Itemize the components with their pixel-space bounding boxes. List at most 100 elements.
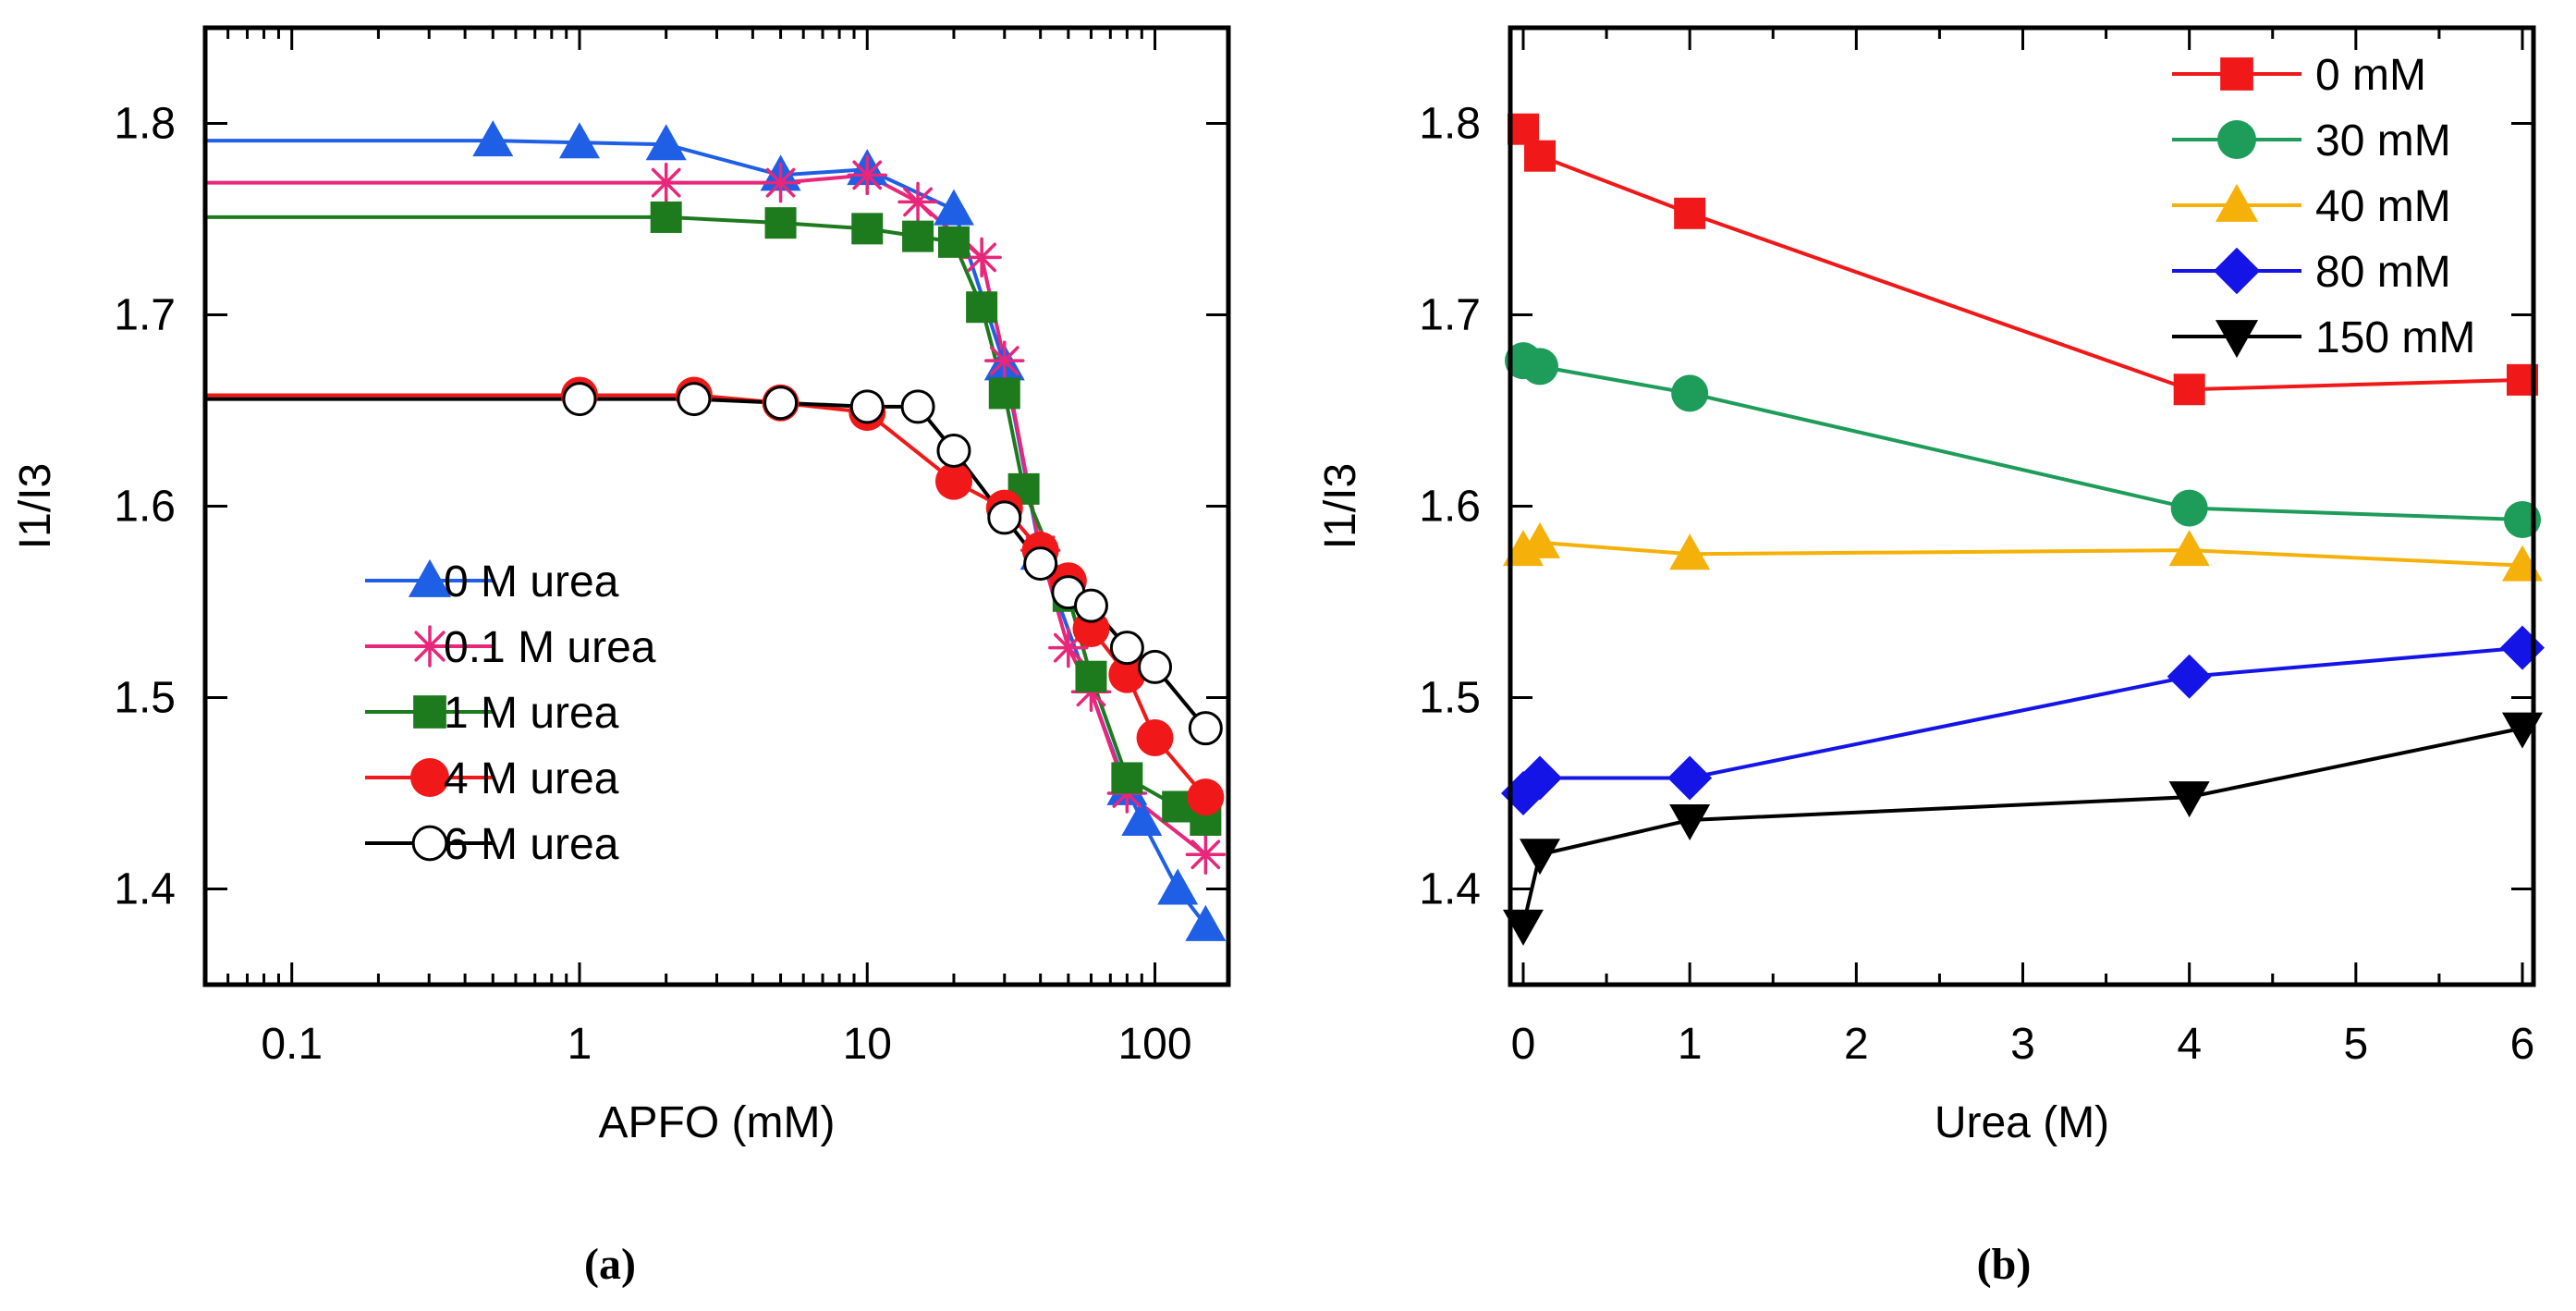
legend-marker-6-m-urea [411, 825, 448, 862]
panel-b-chart: 1.4 1.5 1.6 1.7 1.8 0 1 2 3 4 5 6 Urea (M) I1/I3 0 mM 3… [1316, 25, 2545, 1147]
legend-marker-30-mm [2217, 120, 2256, 159]
data-point-0-m-urea [645, 124, 687, 161]
legend-label-0-m-urea: 0 M urea [444, 557, 619, 606]
y-tick-label: 1.4 [114, 865, 176, 914]
legend-marker-4-m-urea [410, 758, 449, 797]
data-point-6-m-urea [849, 389, 885, 424]
y-tick-label: 1.8 [114, 100, 176, 149]
data-point-6-m-urea [1109, 631, 1144, 666]
x-tick-label: 4 [2177, 1020, 2202, 1069]
data-point-6-m-urea [936, 433, 971, 468]
data-point-6-m-urea [900, 389, 935, 424]
legend-label-150-mm: 150 mM [2315, 313, 2475, 362]
panel-a-chart: 1.4 1.5 1.6 1.7 1.8 0.1 1 10 100 APFO (mM) I1/I3 0 … [11, 25, 1231, 1147]
legend-marker-0-mm [2220, 57, 2253, 91]
y-tick-label: 1.7 [114, 291, 176, 340]
data-point-6-m-urea [763, 386, 799, 421]
legend-label-30-mm: 30 mM [2315, 116, 2451, 165]
caption-a: (a) [584, 1240, 636, 1289]
data-point-40-mm [1669, 533, 1711, 570]
data-point-6-m-urea [1188, 711, 1223, 746]
data-point-4-m-urea [1136, 718, 1174, 756]
data-point-1-m-urea [902, 220, 934, 252]
legend-marker-0-1-m-urea [409, 625, 451, 668]
data-point-4-m-urea [1187, 778, 1225, 816]
data-point-0-1-m-urea [847, 154, 888, 196]
x-tick-label: 0 [1511, 1020, 1536, 1069]
data-point-80-mm [2500, 625, 2545, 670]
y-tick-label: 1.6 [1419, 483, 1481, 532]
data-point-0-1-m-urea-stroke [651, 167, 681, 198]
y-tick-label: 1.6 [114, 483, 176, 532]
data-point-30-mm [1521, 348, 1559, 386]
x-axis-title: Urea (M) [1935, 1098, 2109, 1147]
x-tick-label: 5 [2343, 1020, 2368, 1069]
data-point-4-m-urea [1108, 656, 1146, 693]
legend-label-1-m-urea: 1 M urea [444, 689, 619, 738]
data-point-0-1-m-urea-stroke [765, 167, 796, 198]
x-tick-label: 3 [2010, 1020, 2035, 1069]
legend-label-6-m-urea: 6 M urea [444, 820, 619, 869]
data-point-80-mm [1518, 755, 1563, 801]
data-point-6-m-urea [1138, 649, 1173, 684]
data-point-0-m-urea [558, 122, 600, 159]
data-point-0-1-m-urea [760, 162, 801, 203]
x-tick-label: 1 [1678, 1020, 1703, 1069]
data-point-1-m-urea [988, 377, 1020, 410]
legend-marker-1-m-urea [413, 695, 446, 729]
data-point-1-m-urea [966, 291, 998, 324]
data-point-0-1-m-urea [897, 181, 938, 223]
legend-label-40-mm: 40 mM [2315, 182, 2451, 231]
data-point-0-m-urea [1121, 799, 1163, 836]
data-point-0-mm [1674, 197, 1706, 229]
series-line-0-1-m-urea [205, 173, 1207, 856]
data-point-40-mm [1520, 521, 1561, 558]
caption-b: (b) [1977, 1240, 2032, 1289]
y-tick-label: 1.4 [1419, 865, 1481, 914]
data-point-0-1-m-urea-stroke [852, 160, 883, 190]
data-point-0-mm [1508, 113, 1539, 145]
data-point-1-m-urea [1075, 660, 1107, 692]
data-point-1-m-urea [650, 201, 682, 233]
legend-label-4-m-urea: 4 M urea [444, 754, 619, 803]
data-point-1-m-urea [764, 207, 797, 239]
data-point-80-mm [2167, 654, 2212, 699]
data-point-0-1-m-urea-stroke [967, 242, 997, 273]
data-point-150-mm [1520, 839, 1561, 876]
legend-marker-0-m-urea [408, 558, 452, 597]
series-line-1-m-urea [205, 214, 1207, 822]
data-point-0-1-m-urea [645, 162, 687, 203]
series-line-80-mm [1521, 645, 2523, 795]
data-point-30-mm [2170, 489, 2208, 527]
y-axis-title: I1/I3 [11, 463, 60, 549]
data-point-0-1-m-urea [984, 340, 1025, 381]
data-point-0-m-urea [1185, 904, 1227, 941]
y-tick-label: 1.5 [1419, 674, 1481, 723]
y-tick-label: 1.7 [1419, 291, 1481, 340]
y-tick-label: 1.8 [1419, 100, 1481, 149]
legend-marker-40-mm [2215, 183, 2259, 222]
x-tick-label: 2 [1844, 1020, 1869, 1069]
series-line-0-m-urea [205, 139, 1207, 927]
data-point-0-1-m-urea-stroke [989, 346, 1019, 376]
data-point-150-mm [2168, 781, 2210, 818]
x-tick-label: 1 [568, 1020, 592, 1069]
data-point-30-mm [1671, 374, 1709, 412]
data-point-6-m-urea [1073, 588, 1108, 623]
data-point-0-1-m-urea-stroke [1190, 839, 1221, 870]
axis-ticks [1510, 28, 2533, 985]
x-tick-label: 0.1 [261, 1020, 323, 1069]
series-line-40-mm [1522, 540, 2523, 568]
legend-marker-0-1-m-urea-stroke [414, 631, 446, 662]
plot-frame [202, 25, 1231, 987]
legend: 0 M urea 0.1 M urea 1 M urea 4 M urea 6 M ur… [365, 557, 656, 869]
x-tick-label: 10 [843, 1020, 892, 1069]
x-axis-title: APFO (mM) [599, 1098, 836, 1147]
data-layer [205, 120, 1227, 941]
data-point-0-mm [2173, 374, 2205, 406]
data-point-6-m-urea [987, 500, 1022, 535]
axis-ticks [205, 28, 1228, 985]
data-layer [1501, 113, 2545, 946]
data-point-0-m-urea [933, 189, 974, 226]
